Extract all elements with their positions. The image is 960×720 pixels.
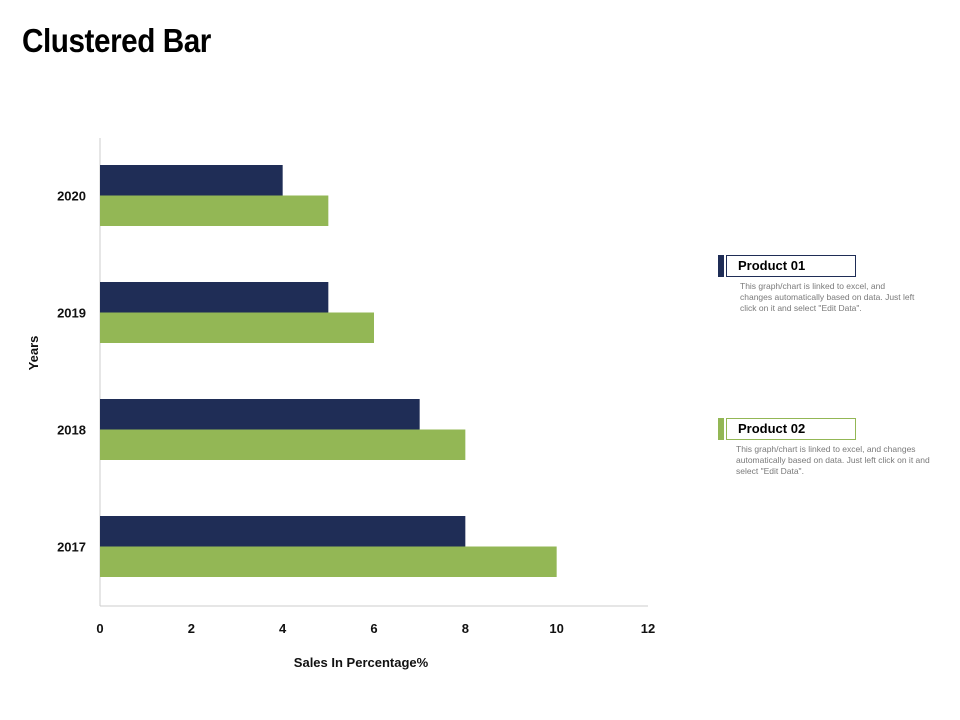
legend-label-product-01: Product 01 — [726, 255, 856, 277]
y-tick-label-2018: 2018 — [57, 423, 86, 438]
x-tick-label-6: 6 — [370, 621, 377, 636]
legend-marker-product-01 — [718, 255, 724, 277]
legend-description-product-02: This graph/chart is linked to excel, and… — [736, 444, 930, 476]
bar-product-01-2017 — [100, 516, 466, 547]
bar-product-01-2018 — [100, 399, 420, 430]
legend-marker-product-02 — [718, 418, 724, 440]
x-tick-label-4: 4 — [279, 621, 287, 636]
x-tick-label-8: 8 — [462, 621, 469, 636]
bar-product-02-2018 — [100, 429, 466, 460]
legend-product-02: Product 02 This graph/chart is linked to… — [718, 418, 933, 477]
y-tick-label-2017: 2017 — [57, 540, 86, 555]
y-tick-label-2019: 2019 — [57, 306, 86, 321]
bar-product-02-2017 — [100, 546, 557, 577]
bar-product-01-2020 — [100, 165, 283, 196]
bar-product-02-2020 — [100, 195, 329, 226]
legend-description-product-01: This graph/chart is linked to excel, and… — [740, 281, 915, 313]
x-tick-label-0: 0 — [96, 621, 103, 636]
bar-product-02-2019 — [100, 312, 374, 343]
x-tick-label-12: 12 — [641, 621, 655, 636]
y-tick-label-2020: 2020 — [57, 189, 86, 204]
x-tick-label-10: 10 — [549, 621, 563, 636]
x-axis-title: Sales In Percentage% — [294, 655, 429, 670]
legend-product-01: Product 01 This graph/chart is linked to… — [718, 255, 918, 314]
page-title: Clustered Bar — [22, 22, 211, 59]
bar-product-01-2019 — [100, 282, 329, 313]
y-axis-title: Years — [26, 336, 41, 371]
legend-label-product-02: Product 02 — [726, 418, 856, 440]
x-tick-label-2: 2 — [188, 621, 195, 636]
